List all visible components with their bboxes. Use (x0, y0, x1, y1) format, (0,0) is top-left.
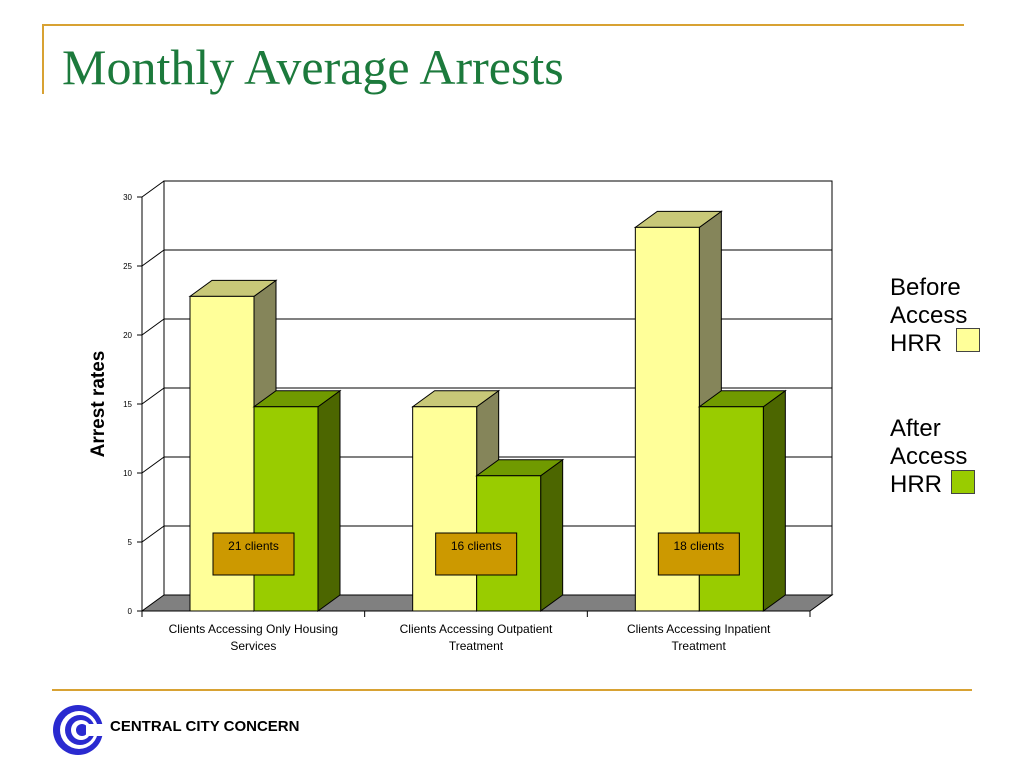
bar-chart: 0 5 10 15 20 25 30 Arrest rates 21 clients Client… (88, 180, 834, 653)
legend-swatch-before (956, 328, 980, 352)
x-category-label: Services (230, 639, 276, 653)
x-category-label: Clients Accessing Outpatient (400, 622, 553, 636)
x-category-label: Clients Accessing Inpatient (627, 622, 771, 636)
left-rule (42, 24, 44, 94)
gridline-side (141, 249, 165, 267)
gridline-side (141, 318, 165, 336)
legend-label-after: After Access HRR (890, 415, 968, 498)
y-tick-label: 20 (123, 331, 132, 340)
client-count-label: 18 clients (673, 539, 724, 553)
x-category-label: Clients Accessing Only Housing (169, 622, 338, 636)
bar-after-side (540, 458, 564, 612)
bar-after-side (317, 389, 341, 612)
client-count-box (212, 532, 295, 576)
bar-after-side (762, 389, 786, 612)
client-count-label: 16 clients (451, 539, 502, 553)
bar-after (253, 406, 319, 612)
wall-top-edge (141, 180, 165, 198)
client-count-box (657, 532, 740, 576)
client-count-box (435, 532, 518, 576)
legend-swatch-after (951, 470, 975, 494)
y-tick-label: 5 (128, 538, 133, 547)
legend-label-before: Before Access HRR (890, 274, 968, 357)
bar-before (412, 406, 478, 612)
y-tick-label: 15 (123, 400, 132, 409)
y-tick-label: 25 (123, 262, 132, 271)
client-count-label: 21 clients (228, 539, 279, 553)
gridline-side (141, 387, 165, 405)
y-tick-label: 30 (123, 193, 132, 202)
y-tick-label: 10 (123, 469, 132, 478)
x-category-label: Treatment (449, 639, 504, 653)
y-axis-label: Arrest rates (88, 351, 109, 458)
gridline-side (141, 456, 165, 474)
footer-rule (52, 689, 972, 691)
x-category-label: Treatment (672, 639, 727, 653)
brand-name: CENTRAL CITY CONCERN (110, 718, 300, 735)
bar-after (698, 406, 764, 612)
central-city-concern-logo (53, 705, 106, 755)
top-rule (42, 24, 964, 26)
y-tick-label: 0 (128, 607, 133, 616)
gridline-side (141, 525, 165, 543)
slide-title: Monthly Average Arrests (62, 39, 564, 95)
